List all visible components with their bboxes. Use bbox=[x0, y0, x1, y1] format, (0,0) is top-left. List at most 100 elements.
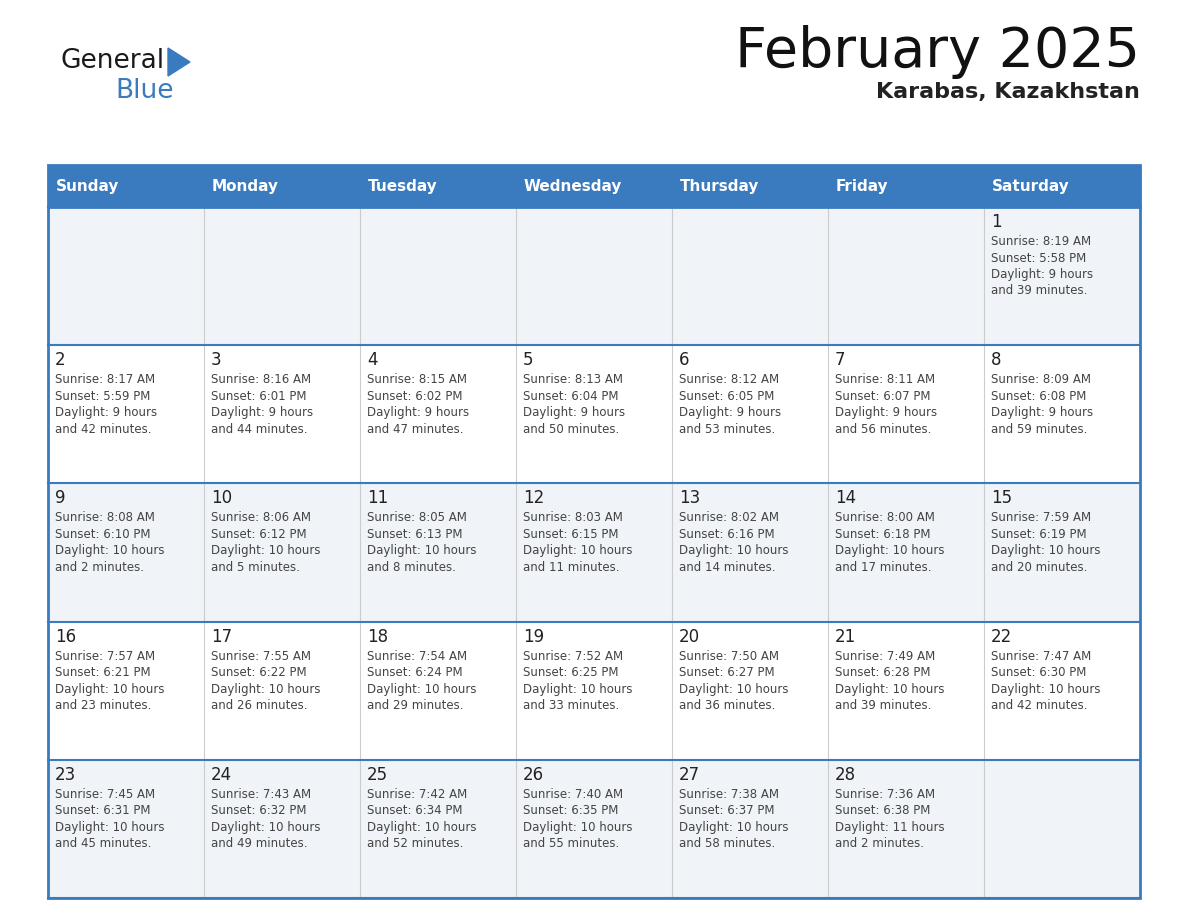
Text: Sunrise: 8:17 AM: Sunrise: 8:17 AM bbox=[55, 374, 156, 386]
Bar bbox=[984, 760, 1140, 898]
Text: and 42 minutes.: and 42 minutes. bbox=[55, 422, 152, 436]
Bar bbox=[516, 207, 672, 345]
Text: Sunset: 6:34 PM: Sunset: 6:34 PM bbox=[367, 804, 462, 817]
Text: Sunset: 5:59 PM: Sunset: 5:59 PM bbox=[55, 390, 151, 403]
Bar bbox=[360, 207, 516, 345]
Text: 15: 15 bbox=[991, 489, 1012, 508]
Bar bbox=[204, 621, 360, 760]
Text: 23: 23 bbox=[55, 766, 76, 784]
Bar bbox=[360, 345, 516, 484]
Text: Daylight: 10 hours: Daylight: 10 hours bbox=[367, 544, 476, 557]
Text: and 49 minutes.: and 49 minutes. bbox=[211, 837, 308, 850]
Text: Daylight: 10 hours: Daylight: 10 hours bbox=[835, 683, 944, 696]
Bar bbox=[984, 207, 1140, 345]
Text: Sunset: 6:37 PM: Sunset: 6:37 PM bbox=[680, 804, 775, 817]
Text: 12: 12 bbox=[523, 489, 544, 508]
Text: and 29 minutes.: and 29 minutes. bbox=[367, 700, 463, 712]
Text: 25: 25 bbox=[367, 766, 388, 784]
Bar bbox=[204, 207, 360, 345]
Text: Sunrise: 7:57 AM: Sunrise: 7:57 AM bbox=[55, 650, 156, 663]
Text: February 2025: February 2025 bbox=[735, 25, 1140, 79]
Bar bbox=[672, 484, 828, 621]
Text: 6: 6 bbox=[680, 352, 689, 369]
Text: 3: 3 bbox=[211, 352, 222, 369]
Text: Daylight: 9 hours: Daylight: 9 hours bbox=[367, 406, 469, 420]
Text: Sunrise: 7:50 AM: Sunrise: 7:50 AM bbox=[680, 650, 779, 663]
Text: Sunrise: 7:42 AM: Sunrise: 7:42 AM bbox=[367, 788, 467, 800]
Bar bbox=[672, 345, 828, 484]
Text: Tuesday: Tuesday bbox=[368, 178, 437, 194]
Text: Daylight: 10 hours: Daylight: 10 hours bbox=[367, 821, 476, 834]
Text: Sunrise: 8:09 AM: Sunrise: 8:09 AM bbox=[991, 374, 1091, 386]
Bar bbox=[984, 621, 1140, 760]
Text: 4: 4 bbox=[367, 352, 378, 369]
Text: Daylight: 11 hours: Daylight: 11 hours bbox=[835, 821, 944, 834]
Text: Sunset: 6:16 PM: Sunset: 6:16 PM bbox=[680, 528, 775, 541]
Text: Sunrise: 8:13 AM: Sunrise: 8:13 AM bbox=[523, 374, 623, 386]
Text: Daylight: 10 hours: Daylight: 10 hours bbox=[211, 683, 321, 696]
Text: Sunset: 6:12 PM: Sunset: 6:12 PM bbox=[211, 528, 307, 541]
Bar bbox=[48, 760, 204, 898]
Text: Sunrise: 8:11 AM: Sunrise: 8:11 AM bbox=[835, 374, 935, 386]
Bar bbox=[984, 345, 1140, 484]
Bar bbox=[828, 207, 984, 345]
Text: Sunrise: 8:00 AM: Sunrise: 8:00 AM bbox=[835, 511, 935, 524]
Text: and 11 minutes.: and 11 minutes. bbox=[523, 561, 619, 574]
Text: Sunset: 6:38 PM: Sunset: 6:38 PM bbox=[835, 804, 930, 817]
Text: Sunset: 6:08 PM: Sunset: 6:08 PM bbox=[991, 390, 1086, 403]
Text: Sunset: 6:10 PM: Sunset: 6:10 PM bbox=[55, 528, 151, 541]
Text: Sunrise: 7:59 AM: Sunrise: 7:59 AM bbox=[991, 511, 1091, 524]
Text: 17: 17 bbox=[211, 628, 232, 645]
Text: Daylight: 10 hours: Daylight: 10 hours bbox=[835, 544, 944, 557]
Text: Sunrise: 8:05 AM: Sunrise: 8:05 AM bbox=[367, 511, 467, 524]
Text: Sunrise: 7:43 AM: Sunrise: 7:43 AM bbox=[211, 788, 311, 800]
Text: Sunset: 6:04 PM: Sunset: 6:04 PM bbox=[523, 390, 619, 403]
Bar bbox=[672, 760, 828, 898]
Text: Sunrise: 7:45 AM: Sunrise: 7:45 AM bbox=[55, 788, 156, 800]
Text: Sunset: 6:24 PM: Sunset: 6:24 PM bbox=[367, 666, 462, 679]
Text: Sunrise: 8:06 AM: Sunrise: 8:06 AM bbox=[211, 511, 311, 524]
Bar bbox=[672, 621, 828, 760]
Text: Sunset: 6:07 PM: Sunset: 6:07 PM bbox=[835, 390, 930, 403]
Bar bbox=[360, 484, 516, 621]
Text: Sunrise: 8:03 AM: Sunrise: 8:03 AM bbox=[523, 511, 623, 524]
Text: and 5 minutes.: and 5 minutes. bbox=[211, 561, 299, 574]
Polygon shape bbox=[168, 48, 190, 76]
Bar bbox=[516, 760, 672, 898]
Text: Thursday: Thursday bbox=[680, 178, 759, 194]
Text: and 36 minutes.: and 36 minutes. bbox=[680, 700, 776, 712]
Bar bbox=[48, 165, 1140, 898]
Text: Sunrise: 8:16 AM: Sunrise: 8:16 AM bbox=[211, 374, 311, 386]
Text: Blue: Blue bbox=[115, 78, 173, 104]
Text: Sunset: 5:58 PM: Sunset: 5:58 PM bbox=[991, 252, 1086, 264]
Text: Sunrise: 7:52 AM: Sunrise: 7:52 AM bbox=[523, 650, 624, 663]
Bar bbox=[516, 484, 672, 621]
Text: Sunrise: 7:40 AM: Sunrise: 7:40 AM bbox=[523, 788, 624, 800]
Text: and 58 minutes.: and 58 minutes. bbox=[680, 837, 776, 850]
Text: 1: 1 bbox=[991, 213, 1001, 231]
Text: Daylight: 10 hours: Daylight: 10 hours bbox=[211, 544, 321, 557]
Text: Sunset: 6:31 PM: Sunset: 6:31 PM bbox=[55, 804, 151, 817]
Text: Daylight: 9 hours: Daylight: 9 hours bbox=[991, 406, 1093, 420]
Text: Sunset: 6:22 PM: Sunset: 6:22 PM bbox=[211, 666, 307, 679]
Text: Sunset: 6:15 PM: Sunset: 6:15 PM bbox=[523, 528, 619, 541]
Text: and 2 minutes.: and 2 minutes. bbox=[55, 561, 144, 574]
Text: and 39 minutes.: and 39 minutes. bbox=[835, 700, 931, 712]
Bar bbox=[360, 760, 516, 898]
Text: Sunset: 6:30 PM: Sunset: 6:30 PM bbox=[991, 666, 1086, 679]
Text: Karabas, Kazakhstan: Karabas, Kazakhstan bbox=[876, 82, 1140, 102]
Text: 24: 24 bbox=[211, 766, 232, 784]
Text: Sunset: 6:05 PM: Sunset: 6:05 PM bbox=[680, 390, 775, 403]
Text: 22: 22 bbox=[991, 628, 1012, 645]
Text: Daylight: 10 hours: Daylight: 10 hours bbox=[680, 821, 789, 834]
Text: and 26 minutes.: and 26 minutes. bbox=[211, 700, 308, 712]
Text: 14: 14 bbox=[835, 489, 857, 508]
Bar bbox=[48, 621, 204, 760]
Text: 18: 18 bbox=[367, 628, 388, 645]
Text: and 2 minutes.: and 2 minutes. bbox=[835, 837, 924, 850]
Text: Daylight: 10 hours: Daylight: 10 hours bbox=[367, 683, 476, 696]
Text: Daylight: 10 hours: Daylight: 10 hours bbox=[55, 544, 164, 557]
Text: and 53 minutes.: and 53 minutes. bbox=[680, 422, 776, 436]
Text: 11: 11 bbox=[367, 489, 388, 508]
Text: Daylight: 10 hours: Daylight: 10 hours bbox=[680, 683, 789, 696]
